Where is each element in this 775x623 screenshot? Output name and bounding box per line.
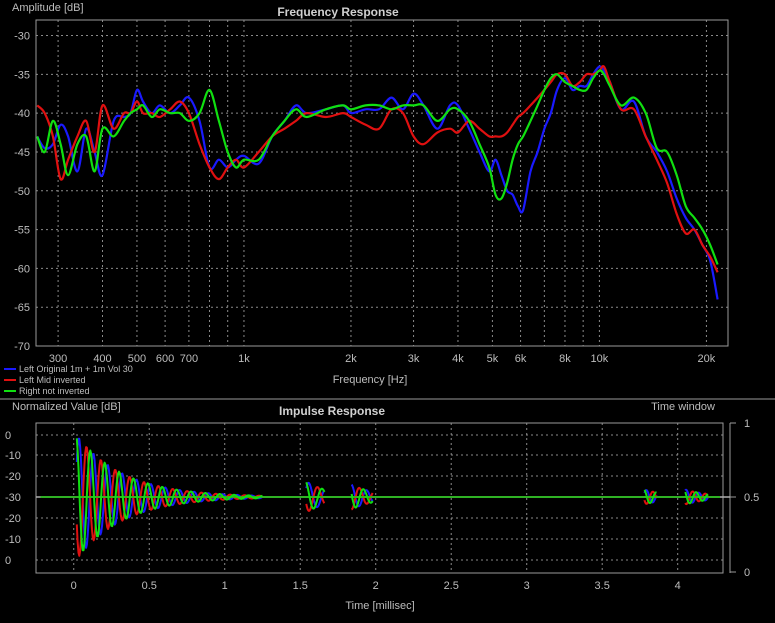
ir-y-tick-label: -20	[5, 471, 21, 483]
fr-x-tick-label: 1k	[238, 353, 250, 365]
fr-y-axis-label: Amplitude [dB]	[12, 2, 84, 14]
impulse-response-plot: 0 -10 -20 -30 -20 -10 0 0 0.5 1 1.5 2 2.5 3 3.5 4 1 0.5 0	[5, 418, 759, 592]
ir-y-tick-label: -20	[5, 513, 21, 525]
ir-x-tick-label: 2.5	[444, 580, 459, 592]
ir-y-tick-label: -30	[5, 492, 21, 504]
fr-y-tick-label: -60	[14, 263, 30, 275]
fr-y-tick-label: -30	[14, 31, 30, 43]
ir-y-tick-label: 0	[5, 555, 11, 567]
ir-right-tick-label: 0.5	[744, 492, 759, 504]
legend-swatch-left-mid	[4, 379, 16, 381]
ir-y-tick-label: 0	[5, 430, 11, 442]
fr-x-tick-label: 5k	[487, 353, 499, 365]
frequency-response-plot: -30 -35 -40 -45 -50 -55 -60 -65 -70 300 400 500 600 7…	[14, 19, 729, 365]
fr-x-tick-label: 2k	[345, 353, 357, 365]
ir-title: Impulse Response	[279, 404, 385, 418]
ir-right-tick-label: 1	[744, 418, 750, 430]
ir-y-tick-label: -10	[5, 450, 21, 462]
fr-y-tick-label: -50	[14, 186, 30, 198]
fr-y-tick-label: -35	[14, 69, 30, 81]
ir-series-line-2	[75, 438, 709, 552]
fr-series-line-0	[36, 65, 719, 300]
ir-x-tick-label: 4	[675, 580, 681, 592]
fr-x-tick-label: 400	[93, 353, 111, 365]
ir-right-axis-label: Time window	[651, 401, 715, 413]
ir-x-tick-label: 1	[222, 580, 228, 592]
legend-swatch-right	[4, 390, 16, 392]
fr-x-tick-label: 3k	[408, 353, 420, 365]
fr-title: Frequency Response	[277, 5, 399, 19]
ir-x-axis-label: Time [millisec]	[345, 600, 414, 612]
fr-x-tick-label: 10k	[591, 353, 609, 365]
ir-y-axis-label: Normalized Value [dB]	[12, 401, 121, 413]
fr-x-tick-label: 300	[49, 353, 67, 365]
fr-x-tick-label: 4k	[452, 353, 464, 365]
fr-y-tick-label: -55	[14, 225, 30, 237]
fr-x-tick-label: 500	[128, 353, 146, 365]
legend-label-left-original: Left Original 1m + 1m Vol 30	[19, 364, 133, 374]
ir-frame	[35, 422, 724, 574]
fr-series-line-1	[36, 65, 719, 273]
fr-x-tick-label: 700	[180, 353, 198, 365]
legend-label-right: Right not inverted	[19, 386, 90, 396]
fr-y-tick-label: -65	[14, 302, 30, 314]
fr-series-line-2	[36, 69, 719, 265]
ir-x-tick-label: 1.5	[293, 580, 308, 592]
fr-y-tick-label: -40	[14, 108, 30, 120]
ir-x-tick-label: 3	[524, 580, 530, 592]
ir-x-tick-label: 0	[71, 580, 77, 592]
ir-x-tick-label: 2	[373, 580, 379, 592]
ir-x-tick-label: 0.5	[142, 580, 157, 592]
legend-swatch-left-original	[4, 368, 16, 370]
fr-x-tick-label: 6k	[515, 353, 527, 365]
ir-series-line-1	[75, 446, 709, 557]
fr-y-tick-label: -70	[14, 341, 30, 353]
ir-y-tick-label: -10	[5, 534, 21, 546]
ir-right-tick-label: 0	[744, 567, 750, 579]
fr-x-tick-label: 600	[156, 353, 174, 365]
fr-x-axis-label: Frequency [Hz]	[333, 374, 408, 386]
ir-x-tick-label: 3.5	[595, 580, 610, 592]
fr-frame	[35, 19, 729, 347]
fr-x-tick-label: 8k	[559, 353, 571, 365]
fr-y-tick-label: -45	[14, 147, 30, 159]
fr-x-tick-label: 20k	[698, 353, 716, 365]
legend-label-left-mid: Left Mid inverted	[19, 375, 86, 385]
legend: Left Original 1m + 1m Vol 30 Left Mid in…	[4, 364, 133, 396]
